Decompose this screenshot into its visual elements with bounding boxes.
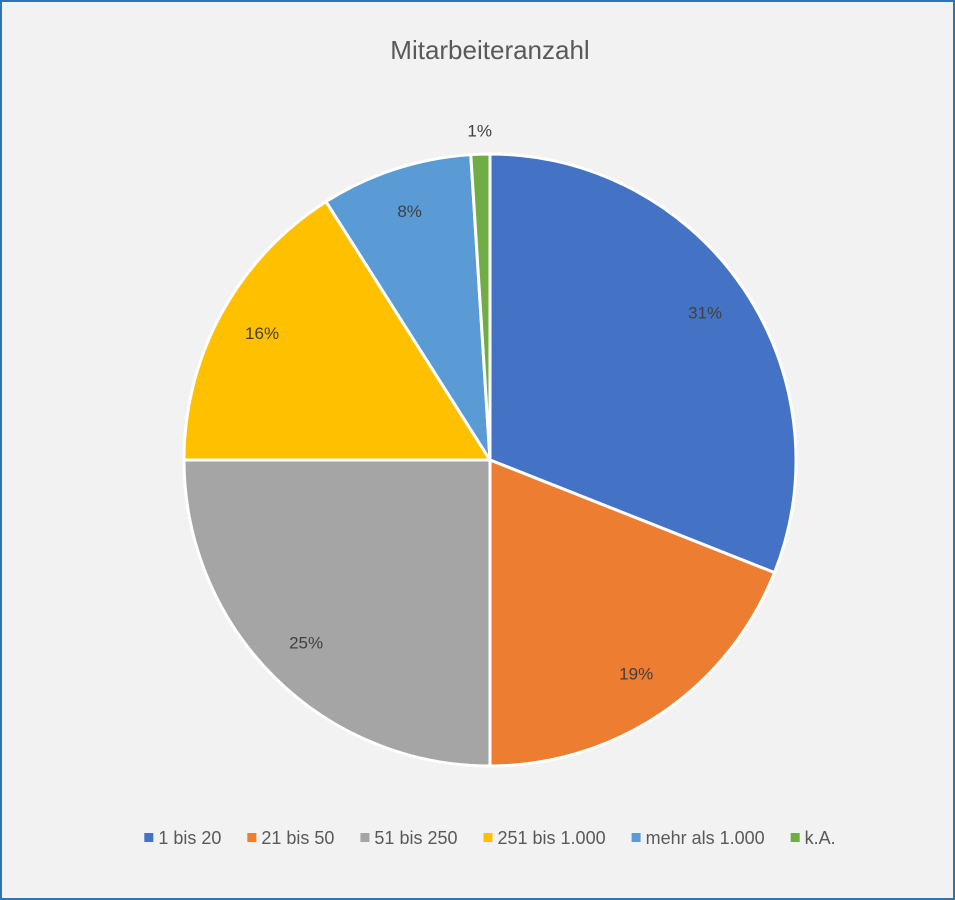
legend-label: 1 bis 20 [158, 828, 221, 848]
pie-slice [488, 457, 777, 768]
pie-slice [469, 152, 492, 461]
legend-swatch [360, 833, 370, 842]
legend-swatch [483, 833, 493, 842]
data-label: 8% [397, 202, 422, 221]
pie-slice [182, 458, 492, 768]
legend-label: 251 bis 1.000 [498, 828, 606, 848]
legend-swatch [631, 833, 641, 842]
chart-title: Mitarbeiteranzahl [390, 35, 589, 65]
legend-swatch [247, 833, 257, 842]
legend-label: 51 bis 250 [374, 828, 457, 848]
data-label: 31% [688, 303, 722, 322]
legend-label: k.A. [805, 828, 836, 848]
legend-swatch [790, 833, 800, 842]
pie-slice [488, 152, 798, 575]
pie-slice [323, 153, 492, 461]
pie-slice [182, 199, 493, 462]
data-label: 16% [245, 324, 279, 343]
data-label: 19% [619, 665, 653, 684]
data-label: 25% [289, 633, 323, 652]
legend-label: mehr als 1.000 [646, 828, 765, 848]
legend-swatch [144, 833, 154, 842]
data-label: 1% [467, 122, 492, 141]
legend-label: 21 bis 50 [261, 828, 334, 848]
